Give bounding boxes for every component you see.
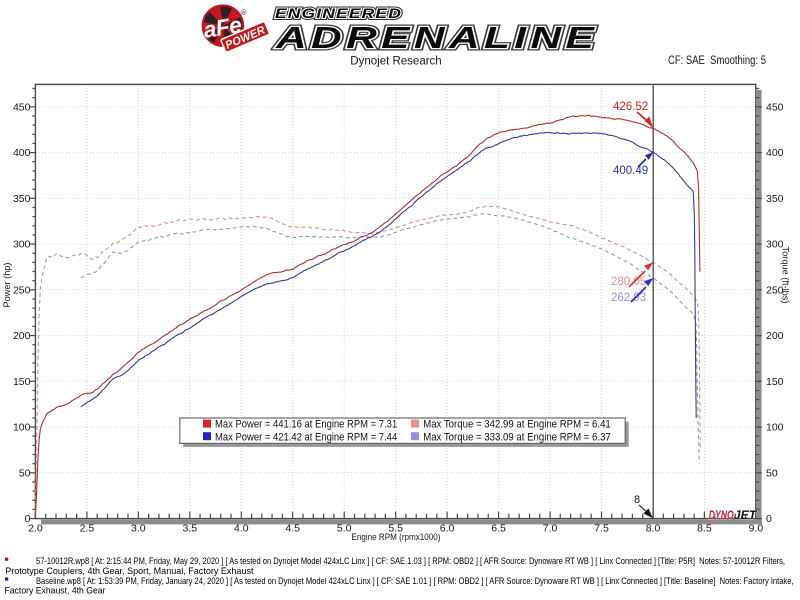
svg-text:CF: SAE Smoothing: 5: CF: SAE Smoothing: 5 [668, 55, 766, 67]
svg-text:350: 350 [766, 193, 784, 205]
svg-text:Dynojet Research: Dynojet Research [350, 56, 441, 68]
svg-text:DYNO: DYNO [709, 510, 734, 522]
svg-text:400: 400 [766, 147, 784, 159]
svg-text:Engine RPM (rpmx1000): Engine RPM (rpmx1000) [352, 532, 441, 543]
svg-text:262.93: 262.93 [611, 292, 646, 304]
svg-text:Torque (ft-lbs): Torque (ft-lbs) [780, 247, 791, 304]
svg-text:350: 350 [13, 193, 31, 205]
svg-text:Baseline.wp8 [ At: 1:53:39 PM,: Baseline.wp8 [ At: 1:53:39 PM, Friday, J… [36, 576, 794, 587]
svg-text:200: 200 [13, 330, 31, 342]
svg-text:0: 0 [766, 513, 772, 525]
svg-text:0: 0 [25, 513, 31, 525]
svg-text:Max Power = 441.16 at Engine R: Max Power = 441.16 at Engine RPM = 7.31 [215, 419, 397, 431]
svg-text:9.0: 9.0 [749, 523, 764, 535]
svg-text:250: 250 [13, 284, 31, 296]
svg-text:2.5: 2.5 [80, 523, 95, 535]
svg-text:Factory Exhaust, 4th Gear: Factory Exhaust, 4th Gear [5, 586, 106, 597]
svg-text:200: 200 [766, 330, 784, 342]
svg-text:8: 8 [634, 494, 640, 506]
svg-text:6.0: 6.0 [440, 523, 455, 535]
svg-text:450: 450 [13, 101, 31, 113]
svg-text:100: 100 [13, 422, 31, 434]
svg-text:8.5: 8.5 [697, 523, 712, 535]
svg-text:450: 450 [766, 101, 784, 113]
svg-text:JET: JET [734, 510, 758, 522]
svg-text:300: 300 [766, 239, 784, 251]
svg-text:400: 400 [13, 147, 31, 159]
svg-text:57-10012R.wp8 [ At: 2:15:44 PM: 57-10012R.wp8 [ At: 2:15:44 PM, Friday, … [36, 556, 785, 567]
svg-text:250: 250 [766, 284, 784, 296]
svg-text:7.5: 7.5 [594, 523, 609, 535]
svg-text:5.5: 5.5 [388, 523, 403, 535]
svg-text:4.5: 4.5 [285, 523, 300, 535]
svg-text:300: 300 [13, 239, 31, 251]
svg-text:280.05: 280.05 [611, 276, 646, 288]
svg-text:7.0: 7.0 [543, 523, 558, 535]
svg-text:5.0: 5.0 [337, 523, 352, 535]
svg-text:150: 150 [766, 376, 784, 388]
svg-text:8.0: 8.0 [646, 523, 661, 535]
svg-text:400.49: 400.49 [613, 165, 648, 177]
svg-text:Max Torque = 342.99 at Engine: Max Torque = 342.99 at Engine RPM = 6.41 [423, 419, 611, 431]
svg-text:4.0: 4.0 [234, 523, 249, 535]
svg-text:R: R [242, 10, 246, 15]
svg-text:Max Torque = 333.09 at Engine: Max Torque = 333.09 at Engine RPM = 6.37 [423, 432, 611, 444]
svg-text:Prototype Couplers, 4th Gear,: Prototype Couplers, 4th Gear, Sport, Man… [5, 566, 254, 577]
svg-text:3.0: 3.0 [131, 523, 146, 535]
svg-text:150: 150 [13, 376, 31, 388]
svg-text:426.52: 426.52 [613, 101, 648, 113]
svg-text:Power (hp): Power (hp) [2, 263, 13, 308]
svg-text:2.0: 2.0 [28, 523, 43, 535]
svg-text:Max Power = 421.42 at Engine R: Max Power = 421.42 at Engine RPM = 7.44 [215, 432, 397, 444]
svg-text:50: 50 [19, 467, 31, 479]
svg-text:3.5: 3.5 [182, 523, 197, 535]
svg-text:100: 100 [766, 422, 784, 434]
svg-text:6.5: 6.5 [491, 523, 506, 535]
svg-text:50: 50 [766, 467, 778, 479]
